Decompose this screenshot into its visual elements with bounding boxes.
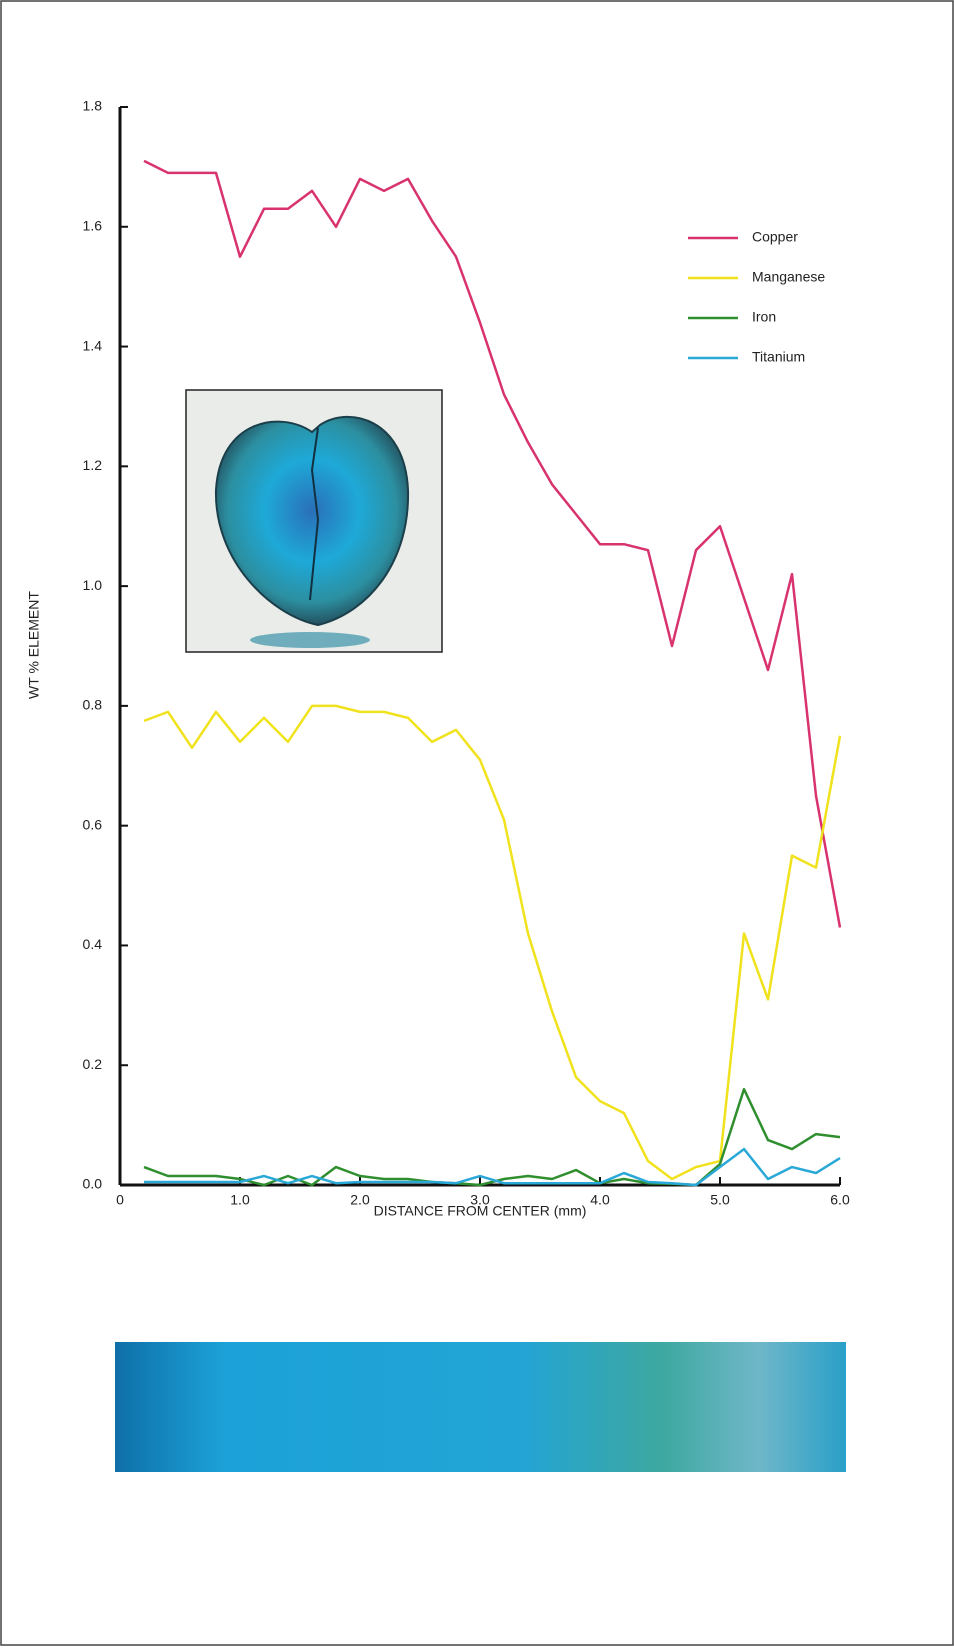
gem-photo (186, 390, 442, 652)
y-tick-label: 0.8 (83, 697, 103, 713)
page: WT % ELEMENT DISTANCE FROM CENTER (mm) 0… (0, 0, 954, 1646)
legend-label: Copper (752, 229, 798, 245)
x-tick-label: 6.0 (830, 1192, 850, 1208)
x-tick-label: 2.0 (350, 1192, 370, 1208)
y-tick-label: 1.4 (83, 337, 103, 353)
y-tick-label: 0.4 (83, 936, 103, 952)
legend-label: Titanium (752, 349, 805, 365)
x-tick-label: 3.0 (470, 1192, 490, 1208)
y-tick-label: 1.6 (83, 217, 103, 233)
chart: WT % ELEMENT DISTANCE FROM CENTER (mm) 0… (0, 0, 954, 1646)
x-tick-label: 5.0 (710, 1192, 730, 1208)
x-tick-label: 0 (116, 1192, 124, 1208)
y-tick-label: 0.2 (83, 1056, 103, 1072)
series-line (144, 706, 840, 1179)
series-line (144, 1149, 840, 1185)
y-tick-label: 1.8 (83, 98, 103, 114)
y-tick-label: 1.0 (83, 577, 103, 593)
series-line (144, 1089, 840, 1185)
y-tick-label: 0.6 (83, 816, 103, 832)
y-tick-label: 1.2 (83, 457, 103, 473)
x-tick-label: 4.0 (590, 1192, 610, 1208)
x-tick-label: 1.0 (230, 1192, 250, 1208)
legend-label: Iron (752, 309, 776, 325)
crystal-photo (115, 1342, 846, 1472)
y-tick-label: 0.0 (83, 1176, 103, 1192)
legend-label: Manganese (752, 269, 825, 285)
y-axis-label: WT % ELEMENT (26, 591, 42, 699)
